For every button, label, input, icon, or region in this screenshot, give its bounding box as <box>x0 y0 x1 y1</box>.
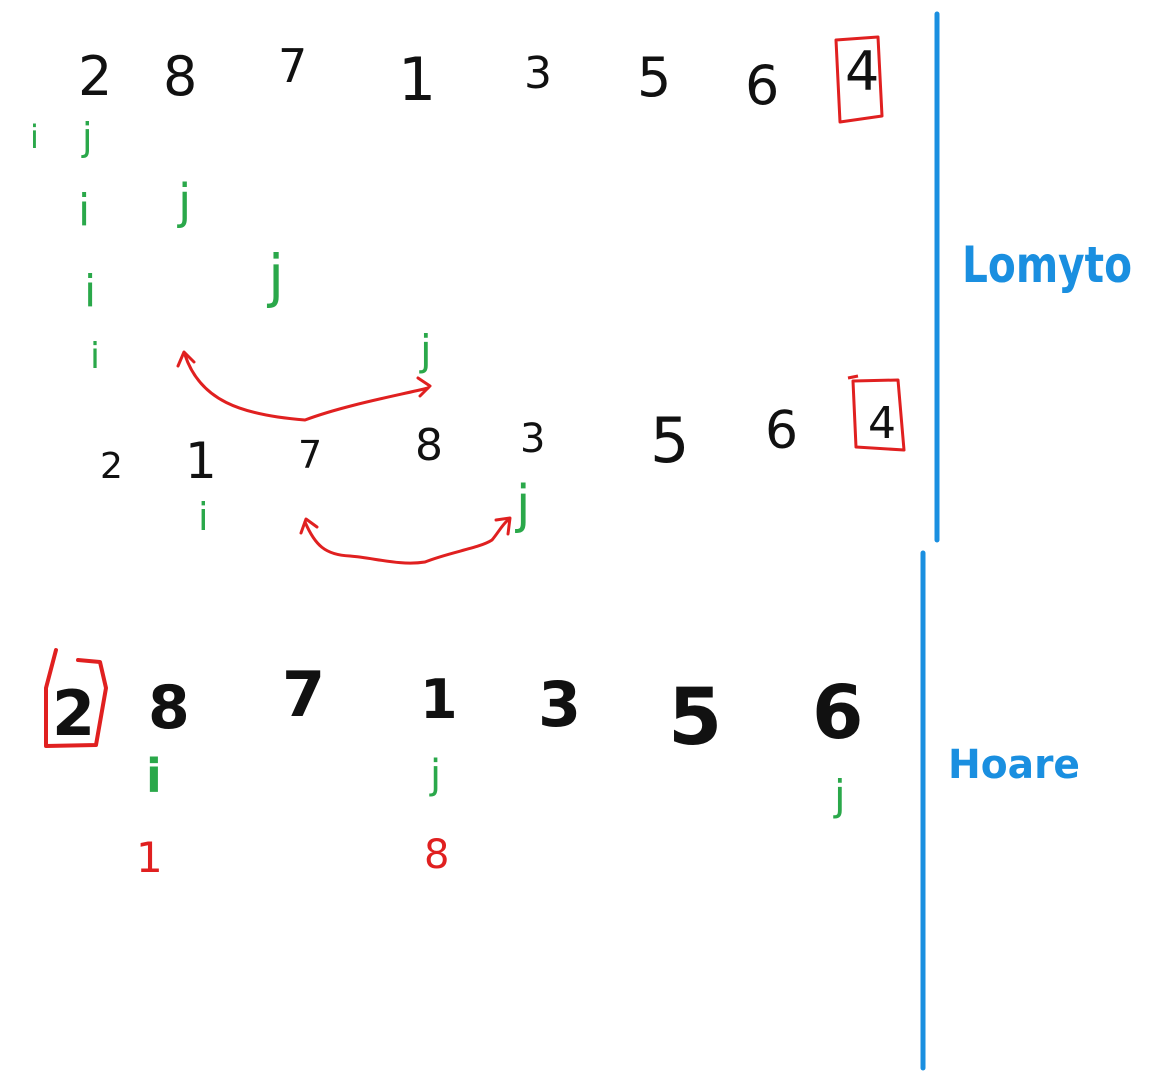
pivot-box <box>834 35 884 124</box>
pointer-j: j <box>833 771 846 820</box>
pointer-i: i <box>198 495 209 539</box>
array-value: 7 <box>282 658 325 731</box>
hoare-section: 2 8 7 1 3 5 6 i j j 1 8 <box>44 648 864 882</box>
pivot-box <box>44 648 108 748</box>
pointer-j: j <box>419 326 432 375</box>
lomuto-row2-pointers: i j <box>198 475 530 539</box>
arrow-head <box>299 517 319 535</box>
hoare-swap-notes: 1 8 <box>136 832 449 882</box>
lomuto-pointers: i j i j i j i j <box>30 115 432 377</box>
pivot-value: 4 <box>868 398 896 449</box>
array-value: 5 <box>637 46 671 109</box>
pointer-j: j <box>429 752 441 798</box>
swap-arrow <box>183 353 430 422</box>
pointer-i: i <box>84 266 96 317</box>
pointer-j: j <box>515 475 530 535</box>
array-value: 3 <box>538 668 581 741</box>
array-value: 6 <box>745 54 779 117</box>
array-value: 5 <box>650 404 689 477</box>
hoare-label: Hoare <box>948 742 1080 788</box>
array-value: 2 <box>78 45 112 108</box>
pointer-j: j <box>177 174 191 230</box>
hoare-pointers: i j j <box>146 749 846 820</box>
lomuto-section: 2 8 7 1 3 5 6 4 i j i j i j i j 2 <box>30 35 906 565</box>
array-value: 8 <box>415 420 443 471</box>
array-value: 5 <box>668 673 722 763</box>
arrow-head <box>494 516 512 536</box>
pivot-value: 4 <box>845 40 879 103</box>
swap-arrow <box>303 518 510 565</box>
pointer-j: j <box>266 242 284 310</box>
array-value: 2 <box>100 446 123 487</box>
array-value: 1 <box>398 45 436 115</box>
array-value: 3 <box>520 416 545 462</box>
hoare-row: 2 8 7 1 3 5 6 <box>52 658 864 763</box>
pointer-j: j <box>81 115 93 159</box>
arrow-head <box>416 376 432 398</box>
array-value: 3 <box>524 48 552 99</box>
pointer-i: i <box>90 336 100 377</box>
pointer-i: i <box>146 749 162 803</box>
lomuto-row1: 2 8 7 1 3 5 6 4 <box>78 39 879 117</box>
swap-note: 8 <box>424 832 449 878</box>
swap-note: 1 <box>136 833 163 882</box>
array-value: 7 <box>278 39 307 93</box>
pivot-value: 2 <box>52 677 95 750</box>
pointer-i: i <box>78 185 90 236</box>
array-value: 6 <box>812 670 864 756</box>
array-value: 7 <box>298 433 322 477</box>
array-value: 6 <box>765 401 798 461</box>
array-value: 1 <box>185 432 217 490</box>
arrow-head <box>176 350 196 368</box>
lomuto-label: Lomyto <box>962 236 1132 294</box>
array-value: 8 <box>163 45 197 108</box>
lomuto-row2: 2 1 7 8 3 5 6 4 <box>100 398 896 490</box>
array-value: 1 <box>420 668 458 731</box>
pointer-i: i <box>30 118 39 156</box>
pivot-box <box>847 374 906 452</box>
array-value: 8 <box>148 673 190 743</box>
